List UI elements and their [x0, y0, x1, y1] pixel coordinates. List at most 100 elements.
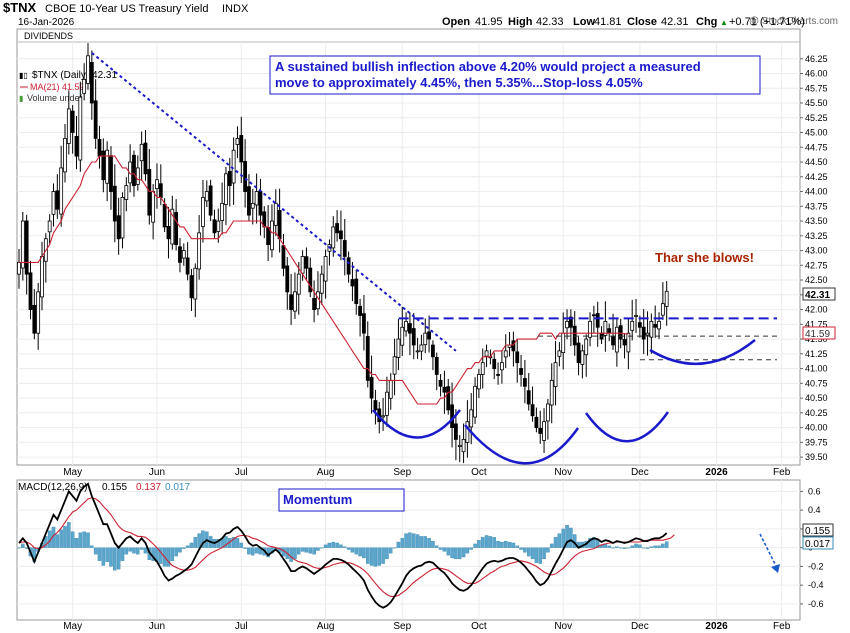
candle-body — [300, 256, 305, 274]
candle-body — [473, 385, 477, 418]
macd-hist-bar — [373, 547, 378, 567]
low-value: 41.81 — [594, 16, 622, 28]
price-x-tick-label: Nov — [554, 467, 572, 478]
candle-body — [66, 108, 71, 144]
macd-hist-bar — [327, 542, 332, 548]
momentum-label: Momentum — [283, 492, 352, 507]
macd-tick-label: -0.2 — [808, 561, 824, 571]
price-legend: ▮▯ $TNX (Daily) 42.31 MA(21) 41.59 ▮ Vol… — [19, 70, 117, 103]
macd-hist-bar — [116, 547, 121, 570]
dividends-label: DIVIDENDS — [24, 31, 73, 41]
price-x-tick-label: Aug — [317, 467, 335, 478]
macd-hist-bar — [557, 533, 562, 548]
macd-hist-bar — [565, 524, 569, 548]
macd-hist-bar — [622, 547, 627, 549]
macd-hist-bar — [159, 547, 163, 564]
macd-hist-bar — [450, 547, 454, 559]
macd-hist-bar — [67, 522, 71, 548]
macd-hist-bar — [113, 547, 117, 571]
price-tick-label: 39.50 — [805, 452, 828, 462]
annotation-line-1: A sustained bullish inflection above 4.2… — [275, 59, 701, 74]
macd-hist-bar — [239, 542, 244, 548]
macd-hist-bar — [396, 541, 401, 548]
ma-price-badge-text: 41.59 — [805, 329, 830, 340]
price-tick-label: 41.00 — [805, 364, 828, 374]
candle-body — [404, 320, 408, 332]
candle-body — [484, 350, 489, 357]
candle-body — [457, 444, 462, 447]
price-legend-label: $TNX (Daily) 42.31 — [32, 70, 117, 81]
macd-hist-bar — [553, 537, 558, 548]
candle-body — [373, 400, 378, 411]
candle-body — [388, 379, 393, 399]
macd-hist-bar — [503, 540, 508, 548]
macd-hist-bar — [434, 545, 439, 548]
volume-legend-label: Volume undef — [27, 93, 83, 103]
macd-hist-bar — [300, 547, 305, 552]
candle-body — [266, 227, 271, 246]
macd-hist-bar — [411, 533, 416, 548]
candle-body — [239, 135, 244, 163]
chart-exchange: INDX — [222, 3, 249, 15]
chg-label: Chg — [696, 16, 717, 28]
macd-hist-bar — [423, 536, 427, 548]
candle-body — [408, 323, 412, 334]
candle-body — [442, 386, 447, 393]
macd-hist-bar — [480, 537, 485, 548]
macd-hist-bar — [201, 530, 205, 548]
macd-x-tick-label: May — [63, 621, 82, 632]
macd-hist-bar — [641, 547, 646, 549]
chart-date: 16-Jan-2026 — [18, 17, 75, 28]
macd-hist-bar — [21, 543, 25, 548]
price-x-tick-label: Jun — [149, 467, 165, 478]
candle-body — [542, 421, 546, 441]
candle-body — [323, 256, 328, 282]
macd-hist-bar — [392, 547, 397, 549]
candle-body — [289, 294, 294, 310]
candle-body — [614, 326, 619, 353]
candle-body — [212, 219, 217, 234]
macd-hist-bar — [492, 537, 496, 548]
macd-hist-bar — [484, 535, 489, 548]
macd-hist-bar — [316, 547, 320, 551]
candle-body — [392, 356, 397, 375]
candle-body — [135, 167, 140, 185]
candle-body — [116, 215, 121, 240]
candle-body — [369, 376, 374, 399]
candle-body — [254, 191, 259, 206]
macd-hist-bar — [350, 547, 355, 553]
candle-body — [59, 167, 64, 215]
candle-body — [626, 332, 631, 353]
candlesticks — [17, 43, 669, 464]
candle-body — [197, 232, 202, 270]
macd-hist-bar — [369, 547, 374, 566]
macd-hist-bar — [136, 547, 140, 555]
candle-body — [97, 138, 102, 157]
price-y-axis: 39.50 39.75 40.00 40.25 40.50 40.75 41.00 41.25… — [800, 54, 828, 462]
price-tick-label: 40.00 — [805, 423, 828, 433]
candle-body — [170, 208, 175, 245]
close-value: 42.31 — [661, 16, 689, 28]
macd-hist-bar — [182, 547, 186, 549]
macd-hist-bar — [446, 547, 450, 556]
candle-body — [477, 374, 481, 390]
macd-hist-bar — [304, 547, 309, 553]
candle-body — [189, 275, 194, 299]
macd-hist-bar — [561, 528, 565, 548]
candle-body — [557, 350, 562, 357]
candle-body — [101, 150, 106, 181]
candle-body — [595, 313, 600, 328]
candle-body — [247, 186, 251, 216]
candle-body — [637, 322, 642, 328]
downtrend-line — [91, 52, 457, 352]
macd-hist-bar — [592, 537, 596, 548]
ma21-line — [19, 155, 629, 405]
macd-hist-bar — [120, 547, 125, 561]
macd-hist-bar — [251, 547, 255, 556]
open-value: 41.95 — [475, 16, 503, 28]
macd-hist-bar — [427, 538, 431, 548]
candle-body — [250, 202, 255, 209]
open-label: Open — [442, 16, 470, 28]
candle-legend-icon: ▮▯ — [19, 71, 28, 80]
